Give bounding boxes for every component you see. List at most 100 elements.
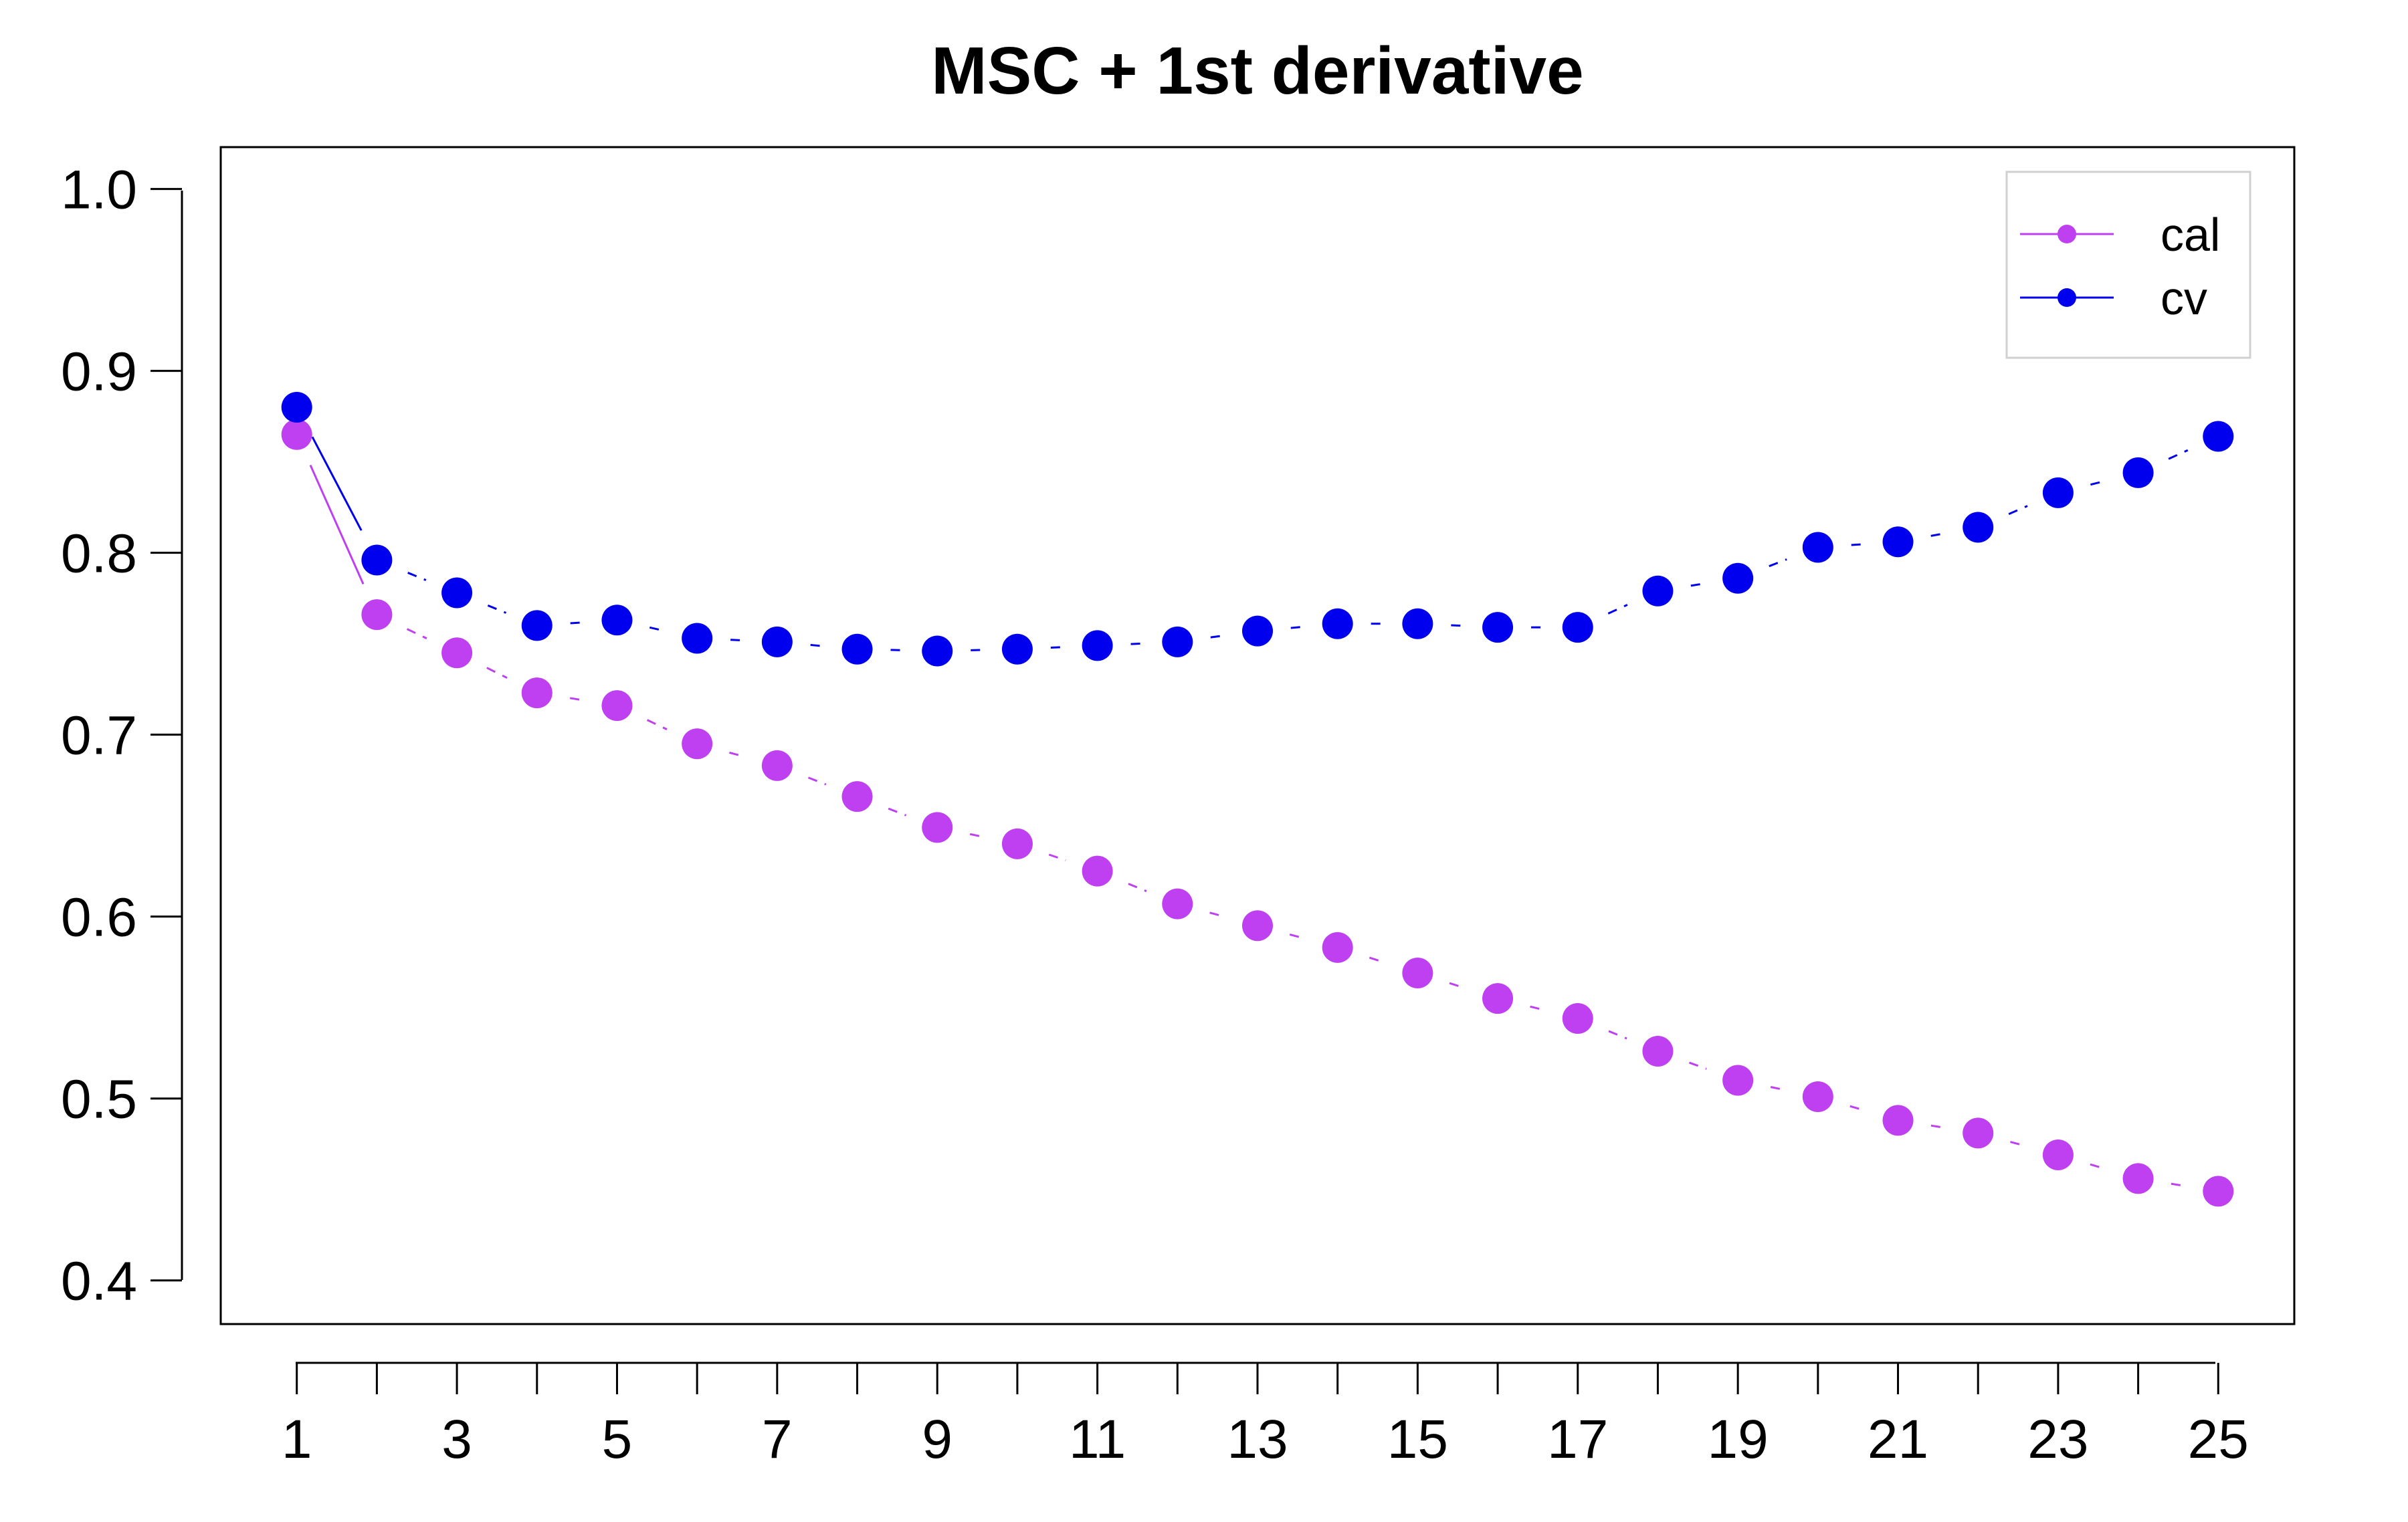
data-point-cv: [1642, 575, 1674, 607]
series-line-segment-cv: [649, 626, 665, 632]
data-point-cv: [1963, 512, 1994, 543]
series-line-segment-cal: [1128, 883, 1147, 893]
legend-marker-cv: [2058, 288, 2076, 307]
data-point-cal: [761, 750, 793, 781]
data-point-cal: [361, 599, 393, 631]
x-tick-label: 19: [1708, 1409, 1769, 1470]
series-line-segment-cal: [646, 719, 668, 731]
series-line-segment-cal: [1849, 1105, 1867, 1112]
series-line-segment-cal: [1449, 982, 1466, 990]
series-line-segment-cv: [407, 572, 427, 581]
series-line-segment-cal: [406, 628, 427, 640]
y-tick-label: 0.9: [61, 342, 137, 403]
series-line-segment-cv: [1607, 604, 1628, 615]
data-point-cv: [441, 577, 473, 609]
y-tick-label: 0.6: [61, 887, 137, 948]
series-line-segment-cv: [1690, 582, 1706, 587]
chart-title: MSC + 1st derivative: [931, 33, 1583, 108]
series-line-segment-cal: [1770, 1086, 1786, 1091]
x-tick-label: 15: [1387, 1409, 1448, 1470]
data-point-cv: [1322, 608, 1353, 639]
series-line-segment-cv: [487, 605, 507, 614]
data-point-cv: [2203, 421, 2234, 452]
x-axis-ticks: 1 3 5 7 9 11 13 15 17 19 21 23 25: [282, 1363, 2249, 1470]
series-line-segment-cal: [807, 776, 827, 786]
series-line-segment-cv: [2168, 449, 2189, 460]
data-point-cal: [1802, 1081, 1833, 1112]
data-point-cv: [281, 391, 312, 423]
data-point-cv: [1882, 526, 1914, 558]
y-tick-label: 0.8: [61, 524, 137, 584]
data-point-cal: [1322, 932, 1353, 963]
y-tick-label: 1.0: [61, 160, 137, 221]
x-tick-label: 17: [1547, 1409, 1608, 1470]
series-line-segment-cal: [569, 697, 585, 701]
x-tick-label: 21: [1868, 1409, 1928, 1470]
data-point-cal: [601, 690, 633, 722]
data-point-cv: [761, 626, 793, 657]
data-point-cv: [922, 635, 953, 667]
x-tick-label: 1: [282, 1409, 312, 1470]
data-point-cv: [1802, 532, 1833, 563]
data-point-cv: [1482, 612, 1514, 643]
series-line-segment-cv: [311, 436, 363, 531]
series-line-segment-cal: [2171, 1182, 2186, 1188]
data-point-cal: [1162, 888, 1193, 919]
data-point-cv: [1722, 562, 1754, 594]
data-point-cal: [682, 728, 713, 760]
series-line-segment-cv: [1130, 642, 1144, 645]
x-tick-label: 3: [441, 1409, 472, 1470]
data-point-cal: [1963, 1117, 1994, 1149]
series-line-segment-cal: [1608, 1030, 1627, 1040]
data-point-cal: [1082, 855, 1113, 887]
series-line-segment-cal: [969, 833, 985, 839]
y-tick-label: 0.5: [61, 1069, 137, 1130]
series-line-segment-cal: [486, 667, 508, 679]
legend: cal cv: [2005, 171, 2251, 359]
series-line-segment-cal: [1048, 853, 1066, 861]
y-tick-label: 0.7: [61, 705, 137, 766]
data-point-cal: [2122, 1163, 2154, 1194]
data-point-cv: [1402, 608, 1433, 639]
series-line-segment-cal: [309, 464, 365, 585]
data-point-cv: [682, 623, 713, 654]
x-tick-label: 9: [922, 1409, 952, 1470]
data-point-cal: [2203, 1176, 2234, 1207]
data-point-cv: [2042, 477, 2074, 508]
data-point-cv: [601, 605, 633, 636]
data-point-cal: [1242, 910, 1273, 942]
series-points: [281, 391, 2234, 1207]
y-axis-ticks: 0.4 0.5 0.6 0.7 0.8 0.9 1.0: [61, 160, 182, 1312]
series-line-segment-cv: [2008, 505, 2028, 516]
series-line-segment-cal: [1209, 911, 1226, 918]
data-point-cal: [281, 419, 312, 450]
legend-label-cal: cal: [2161, 209, 2220, 261]
data-point-cv: [1082, 630, 1113, 661]
series-line-segment-cal: [2090, 1163, 2107, 1170]
y-tick-label: 0.4: [61, 1251, 137, 1312]
series-lines: [309, 436, 2189, 1188]
data-point-cal: [1722, 1065, 1754, 1096]
data-point-cv: [1562, 612, 1593, 643]
data-point-cv: [841, 633, 873, 665]
data-point-cv: [1162, 626, 1193, 657]
series-line-segment-cal: [1369, 956, 1387, 964]
legend-marker-cal: [2058, 225, 2076, 243]
x-tick-label: 5: [602, 1409, 633, 1470]
data-point-cal: [1402, 957, 1433, 988]
plot-frame: [219, 146, 2296, 1325]
x-tick-label: 23: [2027, 1409, 2088, 1470]
data-point-cv: [361, 544, 393, 576]
data-point-cal: [441, 637, 473, 669]
series-line-segment-cv: [810, 643, 824, 647]
series-line-segment-cal: [1530, 1005, 1546, 1012]
data-point-cal: [2042, 1139, 2074, 1171]
series-line-segment-cal: [1289, 933, 1306, 940]
data-point-cv: [1242, 615, 1273, 647]
legend-label-cv: cv: [2161, 272, 2207, 324]
data-point-cal: [1562, 1002, 1593, 1034]
x-tick-label: 11: [1069, 1409, 1126, 1470]
series-line-segment-cv: [1769, 558, 1787, 568]
data-point-cv: [2122, 457, 2154, 488]
